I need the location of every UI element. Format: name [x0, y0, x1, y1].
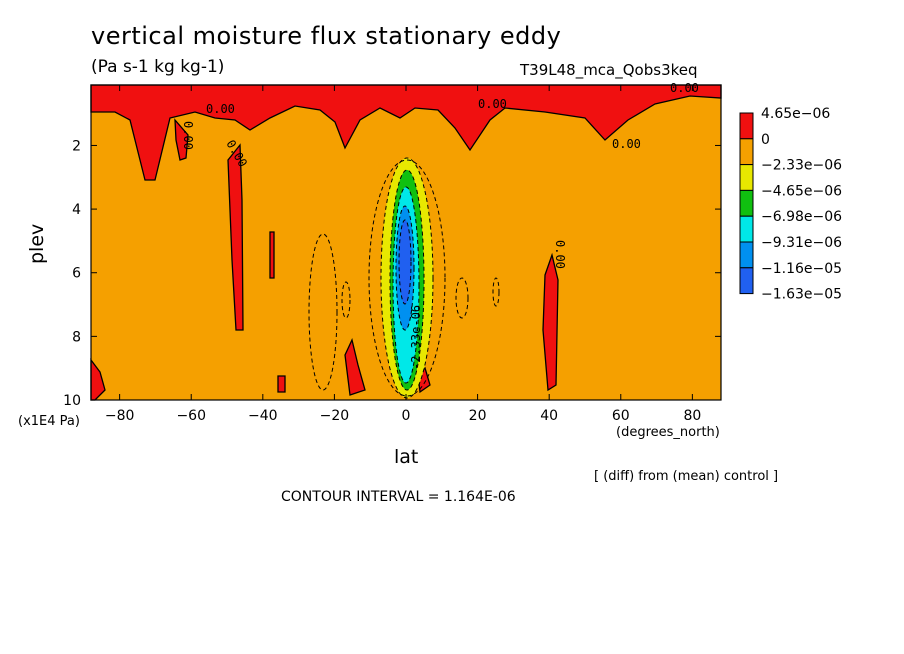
- x-tick-label: 60: [612, 408, 630, 424]
- y-tick-label: 8: [72, 329, 81, 345]
- legend-swatch: [739, 267, 754, 295]
- contour-label: 0.00: [206, 102, 235, 116]
- legend-label: −1.63e−05: [761, 287, 842, 303]
- negative-cell: [380, 157, 434, 399]
- legend-swatch: [739, 241, 754, 269]
- legend-label: 0: [761, 132, 770, 148]
- legend-swatch: [739, 112, 754, 140]
- contour-label: 0.00: [612, 137, 641, 151]
- y-tick-label: 2: [72, 138, 81, 154]
- dashed-contour-right-small: [492, 277, 500, 307]
- contour-label: 0.00: [670, 81, 699, 95]
- positive-region-mid-left: [227, 143, 244, 331]
- legend-label: −1.16e−05: [761, 261, 842, 277]
- positive-region-left: [174, 118, 189, 161]
- x-tick-label: −20: [320, 408, 350, 424]
- legend-swatch: [739, 215, 754, 243]
- x-tick-label: −60: [176, 408, 206, 424]
- x-axis-label: lat: [394, 446, 419, 468]
- positive-region-top: [90, 84, 722, 181]
- chart-title: vertical moisture flux stationary eddy: [91, 22, 562, 50]
- legend-label: −2.33e−06: [761, 158, 842, 174]
- x-tick-label: 80: [683, 408, 701, 424]
- y-tick-label: 10: [63, 393, 81, 409]
- contour-label: 0.00: [478, 97, 507, 111]
- contour-interval: CONTOUR INTERVAL = 1.164E-06: [281, 489, 516, 505]
- y-tick-label: 4: [72, 202, 81, 218]
- legend-label: −4.65e−06: [761, 183, 842, 199]
- y-axis: 2 4 6 8 10: [63, 138, 721, 409]
- x-tick-label: 40: [540, 408, 558, 424]
- dashed-contours: [308, 159, 500, 397]
- x-tick-label: −40: [248, 408, 278, 424]
- contour-label: -2.33e-06: [409, 305, 423, 370]
- diff-note: [ (diff) from (mean) control ]: [594, 469, 779, 484]
- x-axis-units: (degrees_north): [616, 425, 720, 440]
- legend-swatch: [739, 189, 754, 217]
- x-axis: −80 −60 −40 −20 0 20 40 60 80: [105, 85, 701, 424]
- neg-level-5: [398, 219, 412, 305]
- legend-label: 4.65e−06: [761, 106, 830, 122]
- positive-region-bottom-mid: [277, 375, 286, 393]
- dashed-contour-outer: [368, 159, 446, 397]
- legend-label: −9.31e−06: [761, 235, 842, 251]
- legend-swatch: [739, 138, 754, 166]
- x-tick-label: −80: [105, 408, 135, 424]
- positive-region-thin: [269, 231, 275, 279]
- legend: 4.65e−06 0 −2.33e−06 −4.65e−06 −6.98e−06 −9.3…: [739, 106, 842, 303]
- legend-label: −6.98e−06: [761, 209, 842, 225]
- y-axis-units: (x1E4 Pa): [18, 414, 80, 429]
- dashed-contour-left-small: [341, 281, 351, 319]
- positive-region-right: [542, 252, 559, 392]
- contour-label: 0.00: [553, 240, 567, 269]
- dashed-contour-left: [308, 233, 338, 391]
- positive-regions: [90, 84, 722, 401]
- y-axis-label: plev: [26, 223, 48, 264]
- legend-swatch: [739, 164, 754, 191]
- chart-units: (Pa s-1 kg kg-1): [91, 57, 225, 77]
- y-tick-label: 6: [72, 266, 81, 282]
- x-tick-label: 20: [469, 408, 487, 424]
- positive-region-bottom-center: [344, 338, 366, 396]
- contour-label: 0.00: [181, 121, 195, 150]
- dashed-contour-right: [455, 277, 469, 319]
- x-tick-label: 0: [402, 408, 411, 424]
- run-name: T39L48_mca_Qobs3keq: [520, 61, 698, 79]
